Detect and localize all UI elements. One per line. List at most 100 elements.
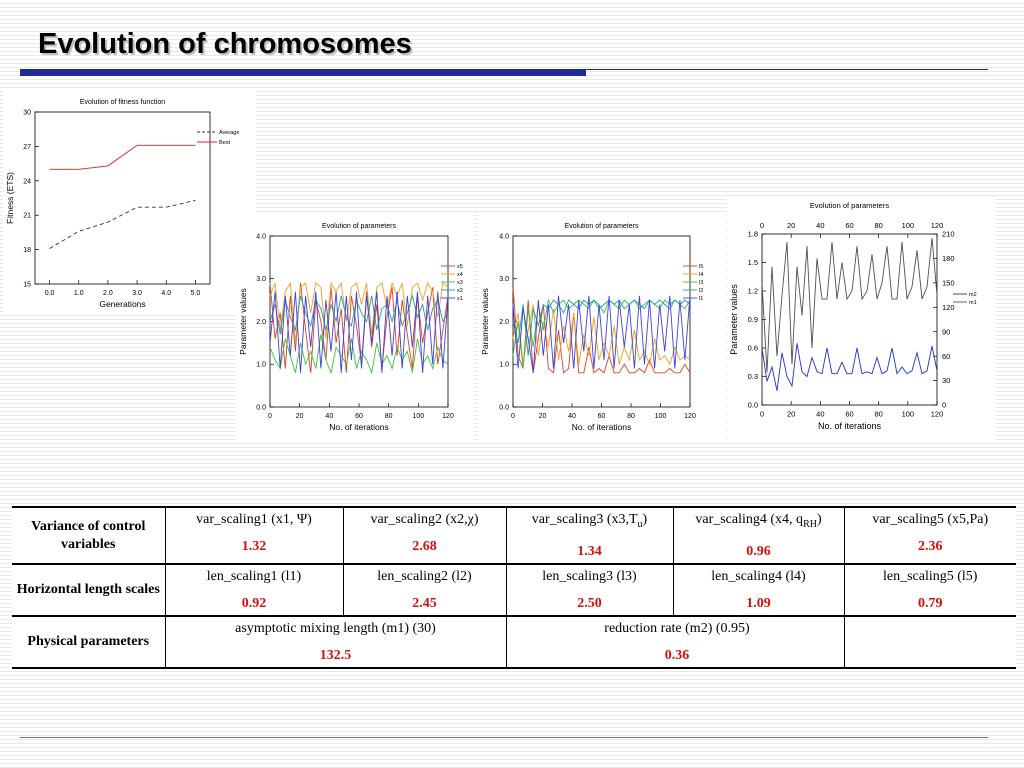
y2-tick-label: 30 [942, 376, 950, 385]
legend-label: m1 [969, 300, 977, 306]
x-tick-label: 2.0 [103, 290, 113, 297]
y2-tick-label: 150 [942, 278, 955, 287]
x-tick-label: 40 [325, 413, 333, 420]
cell-label: len_scaling5 (l5) [883, 568, 978, 584]
x-tick-label: 0.0 [45, 290, 55, 297]
x-tick-label: 100 [412, 413, 424, 420]
params-l-chart: Evolution of parameters 0 20 40 60 80 100 120 0.… [480, 223, 703, 432]
legend-label: Average [219, 130, 239, 136]
y-axis-label: Parameter values [729, 284, 739, 355]
y2-tick-label: 0 [942, 401, 946, 410]
cell-label: var_scaling5 (x5,Pa) [872, 512, 989, 527]
series-line-m2 [761, 343, 938, 391]
x-tick-label-top: 60 [845, 221, 853, 230]
x-tick-label: 80 [627, 413, 635, 420]
x-tick-label: 20 [787, 410, 795, 419]
y-tick-label: 21 [23, 213, 31, 220]
cell-label: reduction rate (m2) (0.95) [604, 620, 750, 636]
legend-label: x4 [457, 272, 463, 278]
x-tick-label: 80 [874, 410, 882, 419]
y-axis-label: Fitness (ETS) [5, 172, 15, 224]
x-tick-label: 80 [385, 413, 393, 420]
y-tick-label: 2.0 [256, 319, 266, 326]
cell-label: len_scaling2 (l2) [377, 568, 472, 584]
series-line-Best [49, 144, 196, 170]
x-tick-label-top: 120 [931, 221, 944, 230]
x-axis-label: No. of iterations [329, 422, 389, 432]
series-line-x3 [269, 334, 449, 375]
x-axis-label: Generations [99, 299, 145, 309]
y-tick-label: 3.0 [499, 276, 509, 283]
x-tick-label-top: 40 [816, 221, 824, 230]
empty-cell [844, 616, 1016, 668]
cell-len-scaling1: len_scaling1 (l1) 0.92 [165, 563, 344, 617]
legend-label: x1 [457, 296, 463, 302]
plot-frame [34, 111, 211, 285]
x-tick-label-top: 100 [902, 221, 915, 230]
y-tick-label: 0.6 [748, 344, 758, 353]
chart-title: Evolution of fitness function [80, 99, 165, 106]
series-line-l2 [512, 299, 691, 356]
series-line-l5 [512, 287, 691, 374]
cell-value: 2.45 [412, 595, 437, 611]
legend-label: l2 [699, 288, 703, 294]
x-tick-label: 0 [511, 413, 515, 420]
y2-tick-label: 90 [942, 327, 950, 336]
series-line-x4 [269, 281, 449, 343]
y-axis-label: Parameter values [238, 288, 248, 355]
x-tick-label: 0 [268, 413, 272, 420]
cell-var-scaling3: var_scaling3 (x3,Tu) 1.34 [506, 507, 674, 565]
x-tick-label: 120 [442, 413, 454, 420]
y-tick-label: 0.0 [748, 401, 758, 410]
cell-label: len_scaling3 (l3) [542, 568, 637, 584]
cell-label: len_scaling4 (l4) [711, 568, 806, 584]
x-tick-label: 5.0 [191, 290, 201, 297]
params-m-chart-panel: Evolution of parameters 0 0 20 20 40 40 60 60 80 8… [727, 198, 995, 442]
x-tick-label: 120 [931, 410, 944, 419]
parameters-table: Variance of control variables var_scalin… [12, 506, 1016, 669]
series-line-l1 [512, 295, 691, 373]
y-tick-label: 1.5 [748, 258, 758, 267]
fitness-chart: Evolution of fitness function 0.0 1.0 2.0 3.… [5, 99, 239, 309]
footer-rule [20, 737, 988, 738]
y-tick-label: 4.0 [499, 233, 509, 240]
cell-value: 2.68 [412, 539, 437, 554]
series-line-x2 [269, 294, 449, 335]
row-header-physical: Physical parameters [12, 615, 166, 668]
y2-tick-label: 210 [942, 230, 955, 239]
x-tick-label: 1.0 [74, 290, 84, 297]
series-line-l3 [512, 298, 691, 369]
fitness-chart-panel: Evolution of fitness function 0.0 1.0 2.0 3.… [3, 90, 256, 315]
cell-var-scaling2: var_scaling2 (x2,χ) 2.68 [343, 507, 507, 565]
chart-title: Evolution of parameters [565, 223, 639, 230]
cell-label: var_scaling2 (x2,χ) [370, 512, 479, 527]
cell-var-scaling1: var_scaling1 (x1, Ψ) 1.32 [165, 507, 344, 565]
row-header-variance: Variance of control variables [12, 507, 166, 565]
x-axis-label: No. of iterations [818, 421, 882, 431]
y2-tick-label: 120 [942, 303, 955, 312]
cell-label: len_scaling1 (l1) [206, 568, 302, 584]
cell-label: asymptotic mixing length (m1) (30) [235, 620, 436, 636]
y-tick-label: 4.0 [256, 233, 266, 240]
x-tick-label: 100 [902, 410, 915, 419]
y2-tick-label: 60 [942, 352, 950, 361]
x-tick-label: 60 [355, 413, 363, 420]
x-tick-label-top: 20 [787, 221, 795, 230]
y-tick-label: 1.0 [256, 362, 266, 369]
y-tick-label: 15 [23, 281, 31, 288]
x-tick-label: 40 [816, 410, 824, 419]
params-m-chart: Evolution of parameters 0 0 20 20 40 40 60 60 80 8… [729, 201, 977, 431]
cell-var-scaling5: var_scaling5 (x5,Pa) 2.36 [844, 507, 1016, 565]
legend-label: x3 [457, 280, 463, 286]
legend-label: l4 [699, 272, 703, 278]
y-tick-label: 27 [23, 144, 31, 151]
cell-mixing-length: asymptotic mixing length (m1) (30) 132.5 [165, 615, 507, 668]
series-line-m1 [761, 238, 938, 373]
chart-title: Evolution of parameters [322, 223, 396, 230]
cell-label: var_scaling3 (x3,Tu) [531, 512, 648, 530]
y-tick-label: 0.9 [748, 315, 758, 324]
chart-title: Evolution of parameters [810, 201, 889, 210]
cell-len-scaling4: len_scaling4 (l4) 1.09 [673, 563, 845, 617]
table-row-variance: Variance of control variables var_scalin… [12, 507, 1016, 565]
y-tick-label: 3.0 [256, 276, 266, 283]
